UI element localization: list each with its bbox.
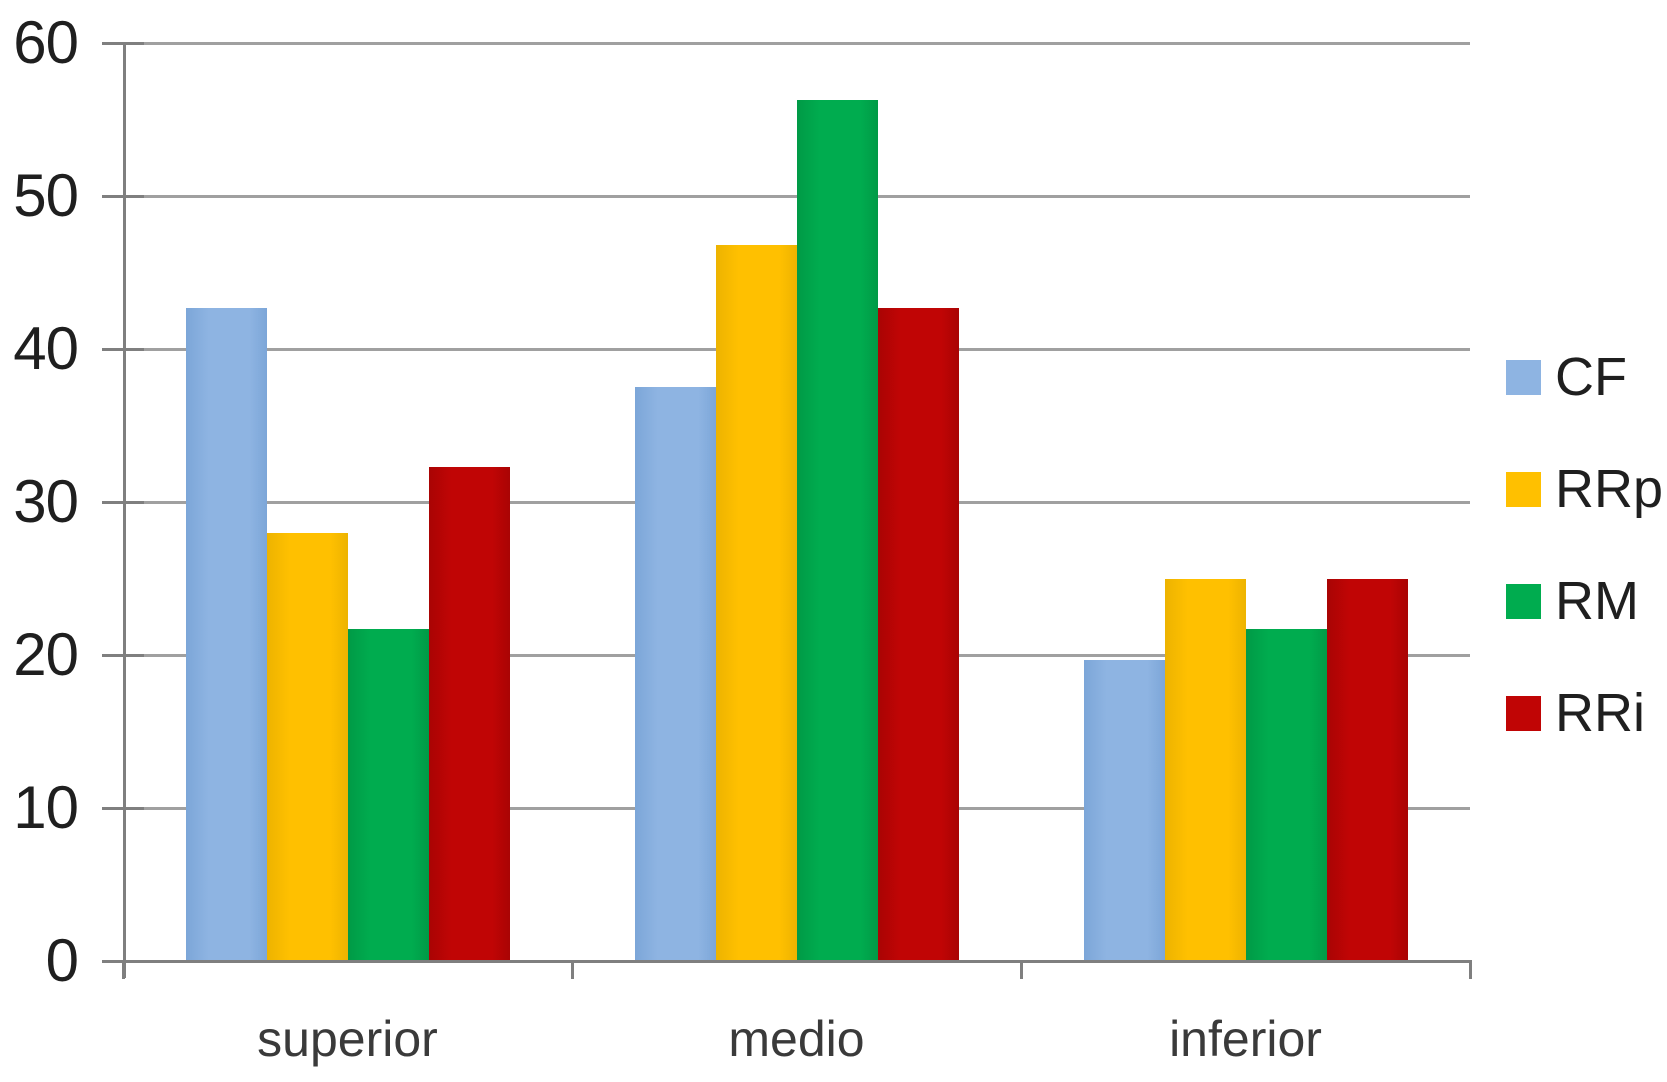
bar-rm-medio xyxy=(796,99,878,961)
bar-cf-inferior xyxy=(1083,659,1165,961)
legend-item-rm: RM xyxy=(1506,572,1663,630)
bar-rrp-superior xyxy=(266,532,348,961)
legend-swatch-cf xyxy=(1506,359,1541,395)
x-axis-line xyxy=(123,960,1472,963)
gridline-60 xyxy=(123,42,1470,45)
bar-rri-inferior xyxy=(1326,578,1408,961)
x-tick-1 xyxy=(571,961,574,979)
legend-item-cf: CF xyxy=(1506,348,1663,406)
legend: CF RRp RM RRi xyxy=(1506,348,1663,796)
y-tick-label-60: 60 xyxy=(13,9,79,76)
x-category-label-medio: medio xyxy=(728,1011,865,1067)
y-tick-label-50: 50 xyxy=(13,162,79,229)
x-category-label-inferior: inferior xyxy=(1169,1011,1322,1067)
legend-swatch-rm xyxy=(1506,583,1541,619)
y-tick-label-40: 40 xyxy=(13,315,79,382)
legend-item-rri: RRi xyxy=(1506,684,1663,742)
y-tick-label-30: 30 xyxy=(13,468,79,535)
x-tick-0 xyxy=(122,961,125,979)
x-tick-2 xyxy=(1020,961,1023,979)
legend-label-rrp: RRp xyxy=(1555,459,1664,519)
legend-item-rrp: RRp xyxy=(1506,460,1663,518)
y-axis-line xyxy=(123,43,126,978)
legend-swatch-rri xyxy=(1506,695,1541,731)
bar-rm-inferior xyxy=(1245,628,1327,961)
legend-label-rri: RRi xyxy=(1555,683,1645,743)
y-tick-label-0: 0 xyxy=(45,927,79,994)
legend-swatch-rrp xyxy=(1506,471,1541,507)
bar-rm-superior xyxy=(347,628,429,961)
bar-rrp-medio xyxy=(715,244,797,961)
legend-label-rm: RM xyxy=(1555,571,1639,631)
bar-rrp-inferior xyxy=(1164,578,1246,961)
x-category-label-superior: superior xyxy=(257,1011,438,1067)
legend-label-cf: CF xyxy=(1555,347,1627,407)
y-tick-label-20: 20 xyxy=(13,621,79,688)
bar-rri-superior xyxy=(428,466,510,961)
bar-cf-medio xyxy=(634,387,716,961)
y-tick-label-10: 10 xyxy=(13,774,79,841)
x-tick-3 xyxy=(1469,961,1472,979)
bar-rri-medio xyxy=(877,307,959,961)
bar-cf-superior xyxy=(185,307,267,961)
